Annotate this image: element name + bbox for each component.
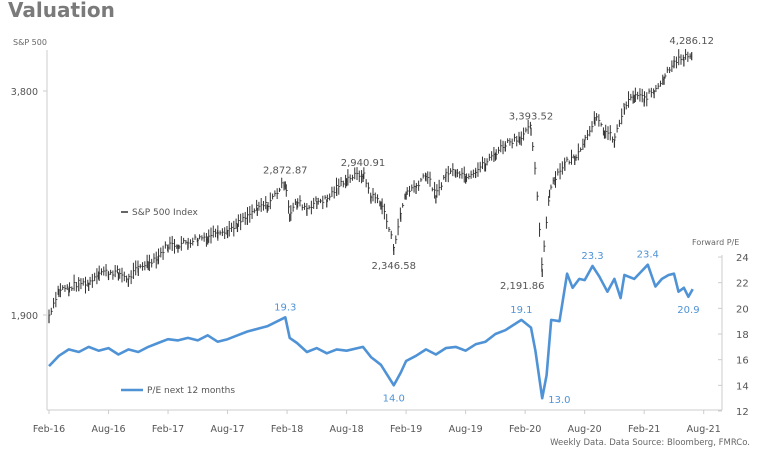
x-tick-label: Feb-17: [152, 424, 184, 435]
left-tick-label: 1,900: [11, 311, 38, 322]
x-tick-label: Feb-21: [628, 424, 660, 435]
data-label: 3,393.52: [509, 112, 554, 123]
data-label: 2,872.87: [263, 165, 308, 176]
right-tick-label: 12: [736, 407, 749, 418]
right-tick-label: 16: [736, 356, 749, 367]
footer-source: Weekly Data. Data Source: Bloomberg, FMR…: [550, 438, 750, 448]
right-tick-label: 20: [736, 304, 749, 315]
pe-legend-label: P/E next 12 months: [147, 386, 235, 396]
x-tick-label: Feb-16: [33, 424, 65, 435]
x-tick-label: Aug-19: [449, 424, 483, 435]
data-label: 23.4: [637, 250, 659, 261]
data-label: 2,191.86: [500, 281, 545, 292]
x-tick-label: Feb-19: [390, 424, 422, 435]
data-label: 19.1: [510, 305, 532, 316]
sp500-legend-label: S&P 500 Index: [132, 208, 199, 218]
x-tick-label: Aug-21: [687, 424, 721, 435]
data-label: 2,346.58: [371, 261, 416, 272]
x-tick-label: Feb-20: [509, 424, 541, 435]
x-tick-label: Aug-16: [91, 424, 125, 435]
x-tick-label: Aug-18: [330, 424, 364, 435]
x-tick-label: Feb-18: [271, 424, 303, 435]
x-tick-label: Aug-20: [568, 424, 602, 435]
data-label: 20.9: [677, 305, 699, 316]
right-tick-label: 24: [736, 253, 749, 264]
right-tick-label: 22: [736, 279, 749, 290]
right-axis-label: Forward P/E: [692, 238, 740, 247]
x-tick-label: Aug-17: [211, 424, 245, 435]
data-label: 14.0: [383, 393, 405, 404]
data-label: 19.3: [274, 302, 296, 313]
data-label: 4,286.12: [669, 36, 714, 47]
left-tick-label: 3,800: [11, 87, 38, 98]
data-label: 23.3: [581, 251, 603, 262]
pe-line: [48, 263, 694, 400]
right-tick-label: 18: [736, 330, 749, 341]
chart-title: Valuation: [8, 0, 115, 22]
right-tick-label: 14: [736, 381, 749, 392]
data-label: 2,940.91: [341, 158, 386, 169]
data-label: 13.0: [548, 395, 570, 406]
left-axis-label: S&P 500: [13, 38, 47, 47]
